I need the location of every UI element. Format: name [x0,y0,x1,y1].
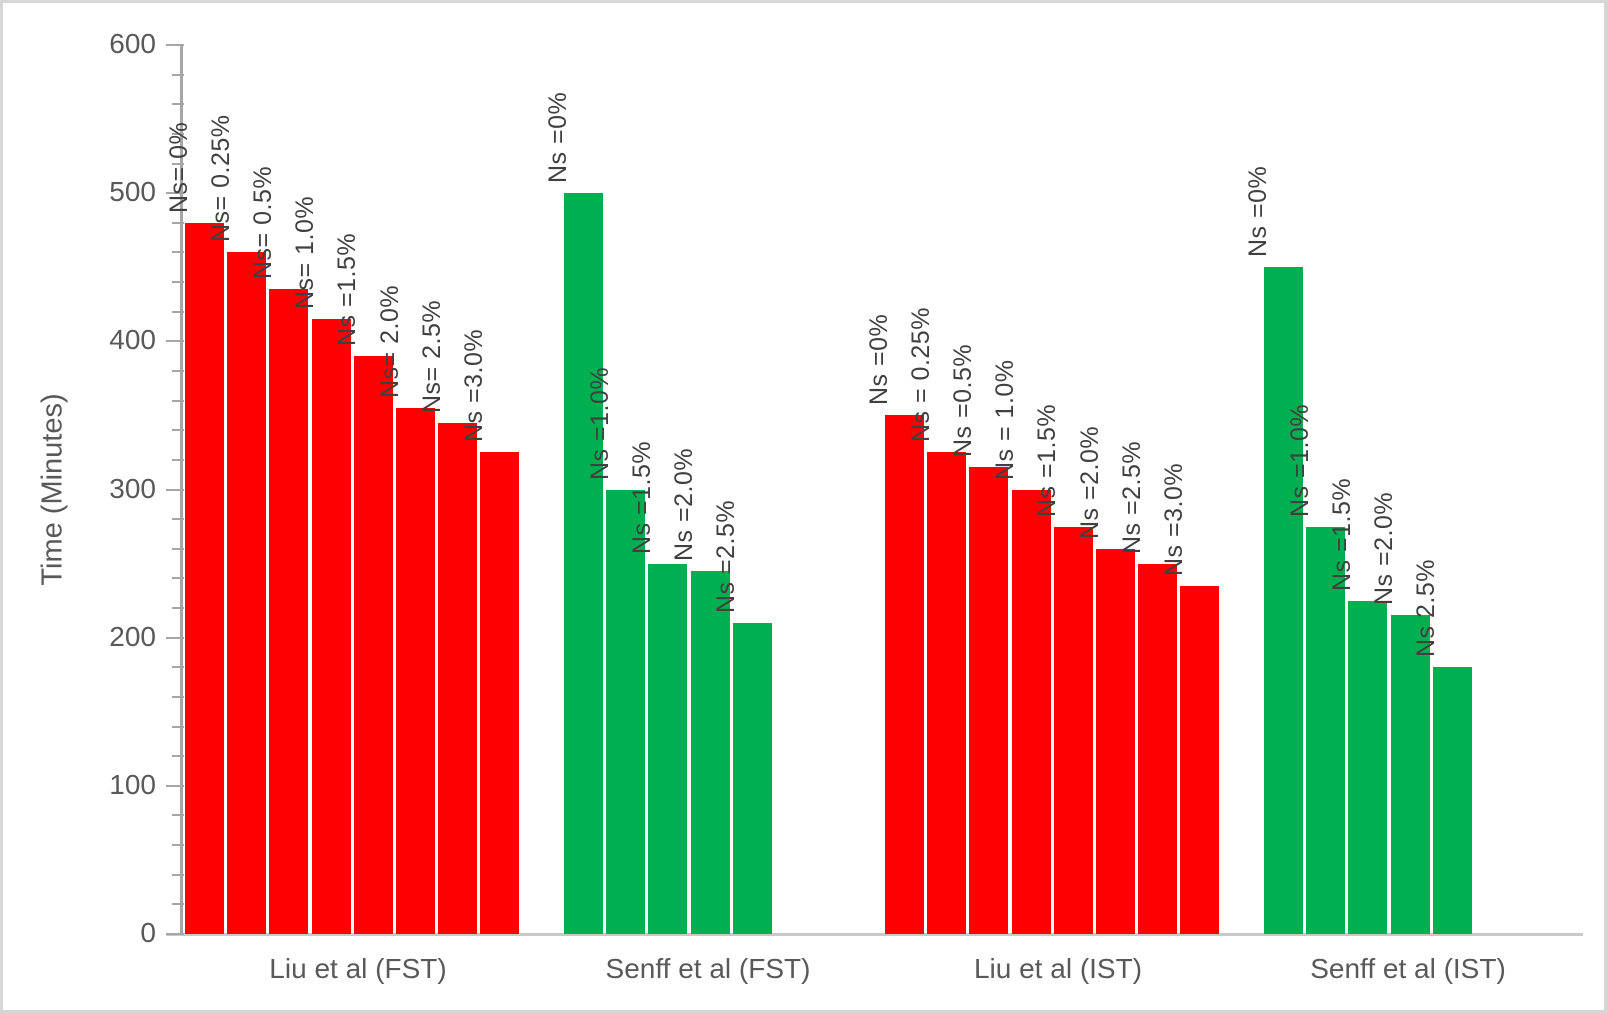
bar-value-label: Ns= 0% [164,121,193,213]
y-minor-tick [172,725,184,728]
bar [480,452,520,934]
category-label: Senff et al (FST) [605,953,811,984]
bar-value-label: Ns =1.5% [1327,477,1356,591]
bar-value-label: Ns =0% [1243,166,1272,258]
y-minor-tick [172,695,184,698]
bar-value-label: Ns =1.5% [333,233,362,347]
bar [606,489,646,934]
bar [311,319,351,934]
bar-value-label: Ns= 2.5% [417,299,446,413]
bar [1096,548,1135,934]
bar [1053,526,1093,934]
category-label: Senff et al (IST) [1310,953,1506,984]
y-minor-tick [172,873,184,876]
bar-value-label: Ns =2.0% [670,447,699,561]
y-tick-label: 400 [109,324,156,356]
y-minor-tick [172,281,184,284]
y-minor-tick [172,251,184,254]
bar-value-label: Ns =2.5% [1117,440,1146,554]
y-minor-tick [172,310,184,313]
y-tick-label: 300 [109,472,156,504]
bar-value-label: Ns =1.5% [1033,403,1062,517]
y-minor-tick [172,429,184,432]
y-minor-tick [172,221,184,224]
bar [732,622,772,934]
bar-value-label: Ns =3.0% [1159,462,1188,576]
y-major-tick [166,44,184,46]
y-minor-tick [172,814,184,817]
bar [353,356,393,934]
y-minor-tick [172,577,184,580]
y-major-tick [166,933,184,935]
y-tick-label: 600 [109,28,156,59]
bar-value-label: Ns =2.5% [712,499,741,613]
category-label: Liu et al (FST) [269,953,447,984]
bar [648,563,688,934]
bar [927,452,967,934]
y-minor-tick [172,844,184,847]
bar-value-label: Ns = 1.0% [991,358,1020,480]
bar-value-label: Ns =1.5% [627,440,656,554]
y-major-tick [166,488,184,491]
y-minor-tick [172,73,184,76]
bar-value-label: Ns 2.5% [1412,559,1441,658]
y-axis-line [180,45,183,936]
y-minor-tick [172,755,184,758]
y-minor-tick [172,399,184,402]
y-minor-tick [172,547,184,550]
bar [185,222,224,934]
y-minor-tick [172,666,184,669]
bar [269,289,309,934]
bar-value-label: Ns =3.0% [459,329,488,443]
y-minor-tick [172,162,184,165]
bar [227,252,267,934]
bar-value-label: Ns =0% [543,91,572,184]
bar [1180,585,1220,934]
bar [1138,563,1178,934]
category-label: Liu et al (IST) [973,953,1143,984]
bar-value-label: Ns =1.0% [585,366,614,480]
y-major-tick [166,784,184,787]
y-minor-tick [172,458,184,461]
y-minor-tick [172,903,184,906]
y-minor-tick [172,369,184,372]
x-axis-line [166,933,1583,936]
y-tick-label: 0 [140,917,156,948]
bar-value-label: Ns = 0.25% [906,307,935,443]
y-minor-tick [172,518,184,521]
y-minor-tick [172,607,184,610]
y-major-tick [166,192,184,195]
y-minor-tick [172,132,184,135]
bar-value-label: Ns= 2.0% [375,284,404,398]
y-tick-label: 200 [109,620,156,652]
y-tick-label: 100 [109,768,156,800]
y-major-tick [166,636,184,639]
bar-value-label: Ns= 0.25% [206,114,235,243]
bar [1011,489,1051,934]
bar [1390,615,1430,934]
bar-value-label: Ns= 0.5% [248,166,277,280]
bar-value-label: Ns= 1.0% [291,196,320,310]
y-major-tick [166,340,184,343]
bar [438,422,478,934]
bar [885,415,924,934]
bar-value-label: Ns =0.5% [948,344,977,458]
y-tick-label: 500 [109,176,156,208]
bar [969,467,1009,934]
bar-value-label: Ns =1.0% [1285,403,1314,517]
bar-value-label: Ns =0% [864,314,893,406]
bar [690,570,730,934]
bar [1264,267,1303,934]
bar-value-label: Ns =2.0% [1075,425,1104,539]
bar [1432,667,1472,934]
bar-value-label: Ns =2.0% [1370,492,1399,606]
bar [564,193,603,934]
bar [1348,600,1388,934]
bar [1306,526,1346,934]
bar [396,408,435,934]
y-minor-tick [172,103,184,106]
